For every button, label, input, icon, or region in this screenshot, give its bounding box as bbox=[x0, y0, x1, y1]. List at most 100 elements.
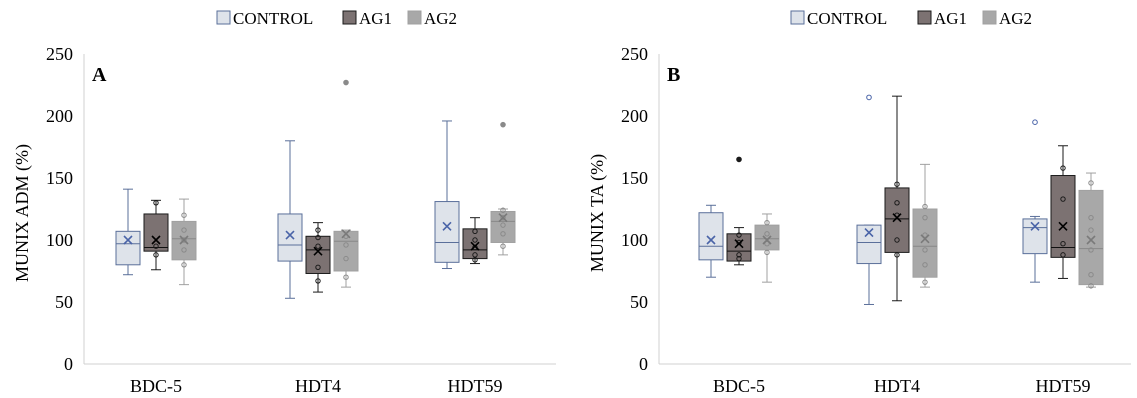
y-tick-label: 0 bbox=[64, 354, 73, 374]
x-tick-label: HDT4 bbox=[295, 376, 341, 396]
box-iqr bbox=[434, 201, 460, 263]
legend-swatch-control bbox=[216, 10, 231, 25]
box-ag1-hdt59 bbox=[1050, 145, 1076, 279]
data-point bbox=[894, 237, 900, 243]
box-ag2-bdc-5 bbox=[754, 213, 780, 283]
box-ag1-hdt4 bbox=[884, 95, 910, 302]
box-ag1-hdt4 bbox=[305, 222, 331, 293]
data-point bbox=[181, 237, 187, 243]
data-point bbox=[764, 241, 770, 247]
data-point bbox=[922, 203, 928, 210]
box-iqr bbox=[333, 230, 359, 272]
data-point bbox=[315, 264, 321, 270]
data-point bbox=[736, 232, 742, 238]
panel-b: 0 50 100 150 200 250 MUNIX TA (%) B BDC-5 HDT4 HDT… bbox=[587, 44, 1131, 396]
outlier-point bbox=[343, 79, 349, 86]
legend-label-ag1: AG1 bbox=[934, 9, 967, 28]
y-tick-label: 200 bbox=[46, 106, 73, 126]
data-point bbox=[181, 247, 187, 253]
mean-marker bbox=[151, 235, 161, 245]
data-point bbox=[922, 232, 928, 238]
mean-marker bbox=[285, 230, 295, 240]
y-tick-label: 150 bbox=[621, 168, 648, 188]
data-point bbox=[181, 262, 187, 268]
y-tick-label: 250 bbox=[621, 44, 648, 64]
data-point bbox=[153, 243, 159, 249]
box-ag2-hdt59 bbox=[490, 121, 516, 256]
data-point bbox=[500, 231, 506, 237]
y-tick-label: 50 bbox=[630, 292, 648, 312]
box-ag2-hdt59 bbox=[1078, 172, 1104, 289]
data-point bbox=[472, 237, 478, 243]
data-point bbox=[315, 234, 321, 241]
legend-label-ag2: AG2 bbox=[999, 9, 1032, 28]
outlier-point bbox=[866, 94, 872, 101]
box-control-hdt4 bbox=[277, 140, 303, 299]
x-tick-label: HDT59 bbox=[1036, 376, 1091, 396]
data-point bbox=[500, 214, 506, 221]
data-point bbox=[1060, 241, 1066, 247]
box-control-bdc-5 bbox=[698, 204, 724, 278]
mean-marker bbox=[442, 221, 452, 231]
data-point bbox=[1088, 214, 1094, 221]
data-point bbox=[343, 255, 349, 262]
data-point bbox=[500, 222, 506, 228]
panel-a: 0 50 100 150 200 250 MUNIX ADM (%) A BDC-5 HDT4 HD… bbox=[12, 44, 556, 396]
mean-marker bbox=[892, 213, 902, 223]
box-ag2-hdt4 bbox=[333, 79, 359, 288]
mean-marker bbox=[920, 234, 930, 244]
data-point bbox=[472, 257, 478, 263]
x-tick-label: HDT4 bbox=[874, 376, 920, 396]
legend-swatch-ag2 bbox=[982, 10, 997, 25]
mean-marker bbox=[341, 229, 351, 239]
data-point bbox=[894, 252, 900, 258]
data-point bbox=[1088, 283, 1094, 289]
mean-marker bbox=[706, 235, 716, 245]
box-ag2-hdt4 bbox=[912, 163, 938, 288]
outlier-point bbox=[500, 121, 506, 128]
data-point bbox=[500, 207, 506, 213]
data-point bbox=[472, 252, 478, 258]
box-iqr bbox=[143, 213, 169, 252]
data-point bbox=[343, 274, 349, 280]
box-iqr bbox=[1050, 175, 1076, 258]
data-point bbox=[1088, 272, 1094, 278]
data-point bbox=[1088, 180, 1094, 186]
box-ag1-bdc-5 bbox=[143, 199, 169, 271]
box-control-hdt59 bbox=[434, 120, 460, 270]
box-iqr bbox=[884, 187, 910, 253]
mean-marker bbox=[123, 235, 133, 245]
data-point bbox=[1088, 227, 1094, 233]
mean-marker bbox=[1086, 235, 1096, 245]
outlier-point bbox=[736, 156, 742, 163]
x-tick-label: BDC-5 bbox=[130, 376, 182, 396]
legend-a: CONTROL AG1 AG2 bbox=[216, 9, 457, 28]
data-point bbox=[922, 247, 928, 253]
mean-marker bbox=[470, 241, 480, 251]
y-tick-label: 200 bbox=[621, 106, 648, 126]
data-point bbox=[315, 278, 321, 284]
y-tick-label: 100 bbox=[621, 230, 648, 250]
y-axis-label: MUNIX ADM (%) bbox=[12, 144, 33, 282]
legend-label-ag1: AG1 bbox=[359, 9, 392, 28]
x-tick-label: HDT59 bbox=[448, 376, 503, 396]
data-point bbox=[764, 231, 770, 237]
panel-label: A bbox=[92, 64, 107, 86]
box-iqr bbox=[698, 212, 724, 261]
y-tick-label: 100 bbox=[46, 230, 73, 250]
data-point bbox=[181, 227, 187, 233]
data-point bbox=[894, 200, 900, 206]
data-point bbox=[472, 228, 478, 235]
data-point bbox=[1060, 165, 1066, 171]
box-ag1-bdc-5 bbox=[726, 156, 752, 266]
legend-label-control: CONTROL bbox=[233, 9, 313, 28]
legend-label-ag2: AG2 bbox=[424, 9, 457, 28]
data-point bbox=[315, 227, 321, 233]
legend-swatch-ag2 bbox=[407, 10, 422, 25]
data-point bbox=[1060, 252, 1066, 258]
data-point bbox=[181, 212, 187, 218]
mean-marker bbox=[179, 235, 189, 245]
data-point bbox=[894, 181, 900, 187]
mean-marker bbox=[864, 227, 874, 238]
